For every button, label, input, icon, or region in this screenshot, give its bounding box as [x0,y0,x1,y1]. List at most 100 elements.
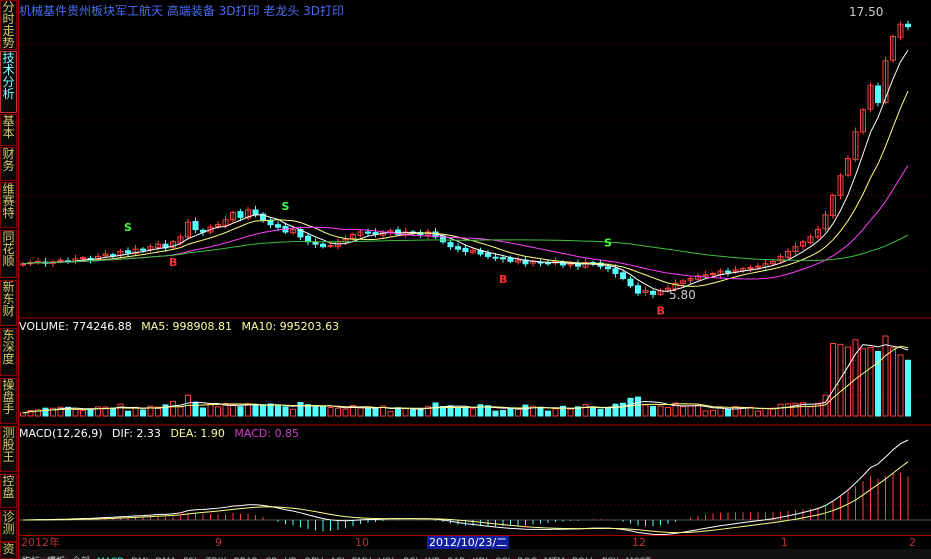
indicator-tab[interactable]: ASI [327,557,349,559]
sidebar-tab[interactable]: 新东财 [0,280,17,326]
indicator-tab[interactable]: 模板 [44,557,70,559]
volume-bar [222,402,229,417]
sidebar-tab[interactable]: 东深度 [0,328,17,376]
volume-bar [882,335,889,417]
sidebar-tab[interactable]: 同花顺 [0,230,17,278]
candle-body [207,226,214,233]
sidebar-tab[interactable]: 维赛特 [0,182,17,228]
volume-value: VOLUME: 774246.88 [19,320,132,333]
volume-bar [125,410,131,417]
volume-bar [95,406,101,417]
indicator-tab[interactable]: OBV [301,557,328,559]
volume-bar [642,404,649,417]
indicator-tab[interactable]: FSL [180,557,203,559]
volume-bar [395,407,401,417]
sidebar-tab[interactable]: 控盘 [0,474,17,508]
selected-date: 2012/10/23/二 [427,536,510,549]
ma10-line [22,90,909,287]
volume-bar [612,403,619,417]
indicator-tab[interactable]: TRIX [203,557,231,559]
indicator-tabs: 指标模板全部MACDDMIDMAFSLTRIXBRARCRVROBVASIEMV… [19,549,931,559]
volume-bar [695,404,701,417]
volume-bar [717,407,724,417]
volume-bar [905,359,911,417]
sidebar-tab[interactable]: 诊测 [0,510,17,542]
indicator-tab[interactable]: KDJ [470,557,492,559]
candle-body [837,175,844,196]
volume-bar [462,407,469,417]
volume-bar [260,404,266,417]
indicator-tab[interactable]: 全部 [69,557,95,559]
volume-bar [50,407,56,417]
indicator-tab[interactable]: VR [282,557,302,559]
indicator-tab[interactable]: WR [422,557,445,559]
candle-body [897,23,904,38]
indicator-tab[interactable]: 指标 [19,557,45,559]
candle-body [507,257,514,262]
indicator-tab[interactable]: VOL [375,557,401,559]
candle-body [807,236,814,244]
indicator-tab[interactable]: SAR [444,557,470,559]
indicator-tab[interactable]: MTM [541,557,569,559]
volume-bar [627,397,634,417]
indicator-tab[interactable]: BRAR [231,557,263,559]
volume-bar [672,402,679,417]
date-label: 9 [215,536,222,549]
sidebar-tab[interactable]: 财务 [0,147,17,181]
candle-body [680,280,686,284]
volume-bar [620,402,626,417]
candle-body [515,259,521,263]
volume-bar [117,403,124,417]
volume-bar [522,404,529,417]
sidebar-tab[interactable]: 分时走势 [0,0,17,50]
kline-chart[interactable]: 17.50 5.80 S S S B B B [19,0,931,535]
macd-name: MACD(12,26,9) [19,427,103,440]
indicator-tab[interactable]: DMI [128,557,153,559]
volume-bar [297,401,304,417]
sidebar-tab[interactable]: 操盘手 [0,378,17,424]
date-axis: 2012年 9 10 2012/10/23/二 12 1 2 [19,535,931,550]
volume-bar [725,408,731,417]
volume-bar [215,406,221,417]
indicator-tab[interactable]: CR [262,557,282,559]
indicator-tab[interactable]: MCST [623,557,655,559]
candle-body [350,233,356,240]
sidebar-tab[interactable]: 资 [0,542,17,559]
indicator-tab[interactable]: PSY [599,557,623,559]
indicator-tab[interactable]: MACD [94,557,129,559]
volume-bar [747,406,754,417]
volume-bar [192,402,199,417]
ma5-line [22,49,909,292]
volume-ma10: MA10: 995203.63 [241,320,340,333]
dif-line [22,439,909,535]
indicator-tab[interactable]: CCI [492,557,515,559]
indicator-tab[interactable]: DMA [152,557,181,559]
candle-body [215,224,221,227]
candle-body [867,84,874,110]
volume-bar [35,409,41,417]
candle-body [642,290,649,293]
volume-bar [200,407,206,417]
volume-bar [147,405,154,417]
volume-bar [20,412,26,417]
candle-body [447,242,454,248]
volume-bar [42,407,49,417]
sidebar-tab[interactable]: 技术分析 [0,51,17,113]
volume-bar [492,410,499,417]
volume-bar [477,404,484,417]
candle-body [245,209,251,219]
volume-bar [650,405,656,417]
volume-bar [605,408,611,417]
candle-body [785,251,791,258]
indicator-tab[interactable]: BOLL [569,557,600,559]
sidebar-tab[interactable]: 测股王 [0,426,17,472]
volume-bar [800,402,806,417]
indicator-tab[interactable]: EMV [349,557,376,559]
indicator-tab[interactable]: ROC [514,557,541,559]
sidebar-tab[interactable]: 基本 [0,114,17,146]
volume-bar [327,406,334,417]
indicator-tab[interactable]: RSI [400,557,423,559]
candle-body [500,257,506,260]
candle-body [402,231,409,236]
volume-bar [552,408,559,417]
